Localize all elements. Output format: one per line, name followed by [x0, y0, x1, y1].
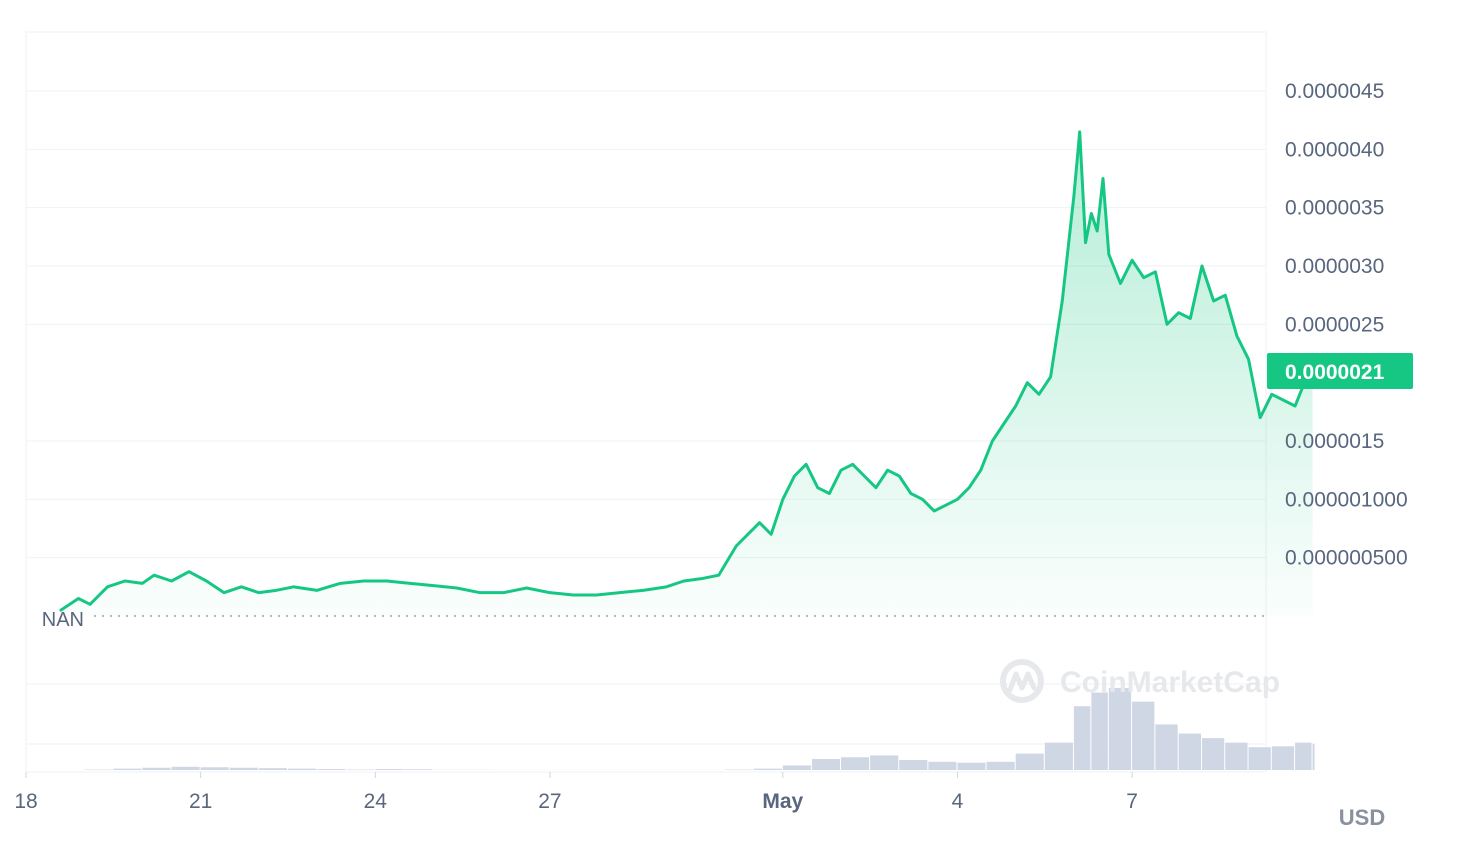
volume-bar-6: [229, 767, 258, 770]
volume-bar-34: [1155, 724, 1178, 770]
x-tick-label-5: 4: [952, 790, 964, 813]
baseline-label: NAN: [42, 609, 84, 631]
volume-bar-3: [142, 767, 171, 770]
x-tick-label-2: 24: [364, 790, 388, 813]
y-tick-label-4: 0.0000030: [1285, 255, 1384, 278]
volume-bar-11: [375, 769, 404, 770]
volume-bar-4: [171, 766, 200, 770]
volume-bar-2: [113, 768, 142, 770]
baseline-layer: NAN: [42, 609, 1266, 631]
y-tick-label-1: 0.000001000: [1285, 488, 1408, 511]
volume-bar-31: [1091, 692, 1108, 770]
y-tick-label-3: 0.0000025: [1285, 313, 1384, 336]
axis-layer: 18 21 24 27 May 4 7: [14, 771, 1266, 813]
volume-bar-36: [1201, 738, 1225, 770]
volume-bar-20: [782, 765, 811, 770]
volume-bar-26: [957, 762, 986, 770]
volume-bar-21: [811, 759, 841, 770]
x-tick-label-1: 21: [189, 790, 212, 813]
current-price-label: 0.0000021: [1285, 361, 1385, 384]
x-tick-label-4: May: [762, 790, 803, 813]
volume-bar-19: [753, 768, 782, 770]
watermark-text: CoinMarketCap: [1060, 666, 1280, 699]
volume-bar-35: [1178, 733, 1201, 770]
current-price-badge: [1267, 353, 1413, 389]
volume-bar-38: [1248, 747, 1271, 770]
price-line: [59, 130, 1315, 612]
volume-bar-27: [986, 761, 1015, 770]
volume-bar-5: [200, 767, 229, 770]
volume-bar-9: [317, 769, 346, 770]
x-tick-label-6: 7: [1126, 790, 1138, 813]
volume-bar-40: [1295, 742, 1312, 770]
volume-bar-23: [870, 755, 899, 770]
volume-bar-22: [841, 757, 870, 770]
volume-bar-32: [1108, 688, 1132, 770]
volume-bar-12: [404, 769, 433, 770]
watermark-layer: CoinMarketCap: [1000, 659, 1280, 703]
volume-bar-41: [1312, 743, 1315, 770]
price-area: [60, 131, 1313, 617]
volume-bar-39: [1271, 746, 1295, 770]
volume-bar-33: [1132, 701, 1155, 770]
price-area-fill: [60, 131, 1313, 617]
coinmarketcap-logo-icon: [1000, 659, 1044, 703]
volume-bar-24: [899, 759, 928, 770]
volume-bar-30: [1073, 706, 1091, 770]
y-tick-label-7: 0.0000045: [1285, 80, 1384, 103]
y-tick-label-0: 0.000000500: [1285, 547, 1408, 570]
volume-bar-8: [287, 768, 317, 770]
currency-label: USD: [1339, 805, 1385, 830]
volume-bar-7: [258, 768, 287, 770]
label-layer: 0.000000500 0.000001000 0.0000015 0.0000025…: [1267, 80, 1413, 570]
x-tick-label-0: 18: [14, 790, 37, 813]
volume-bar-37: [1225, 742, 1248, 770]
volume-bar-29: [1044, 742, 1073, 770]
volume-bars: [60, 688, 1315, 770]
y-tick-label-2: 0.0000015: [1285, 430, 1384, 453]
x-tick-label-3: 27: [538, 790, 561, 813]
volume-bar-25: [928, 761, 957, 770]
volume-bar-28: [1015, 753, 1044, 770]
y-tick-label-6: 0.0000040: [1285, 138, 1384, 161]
y-tick-label-5: 0.0000035: [1285, 197, 1384, 220]
